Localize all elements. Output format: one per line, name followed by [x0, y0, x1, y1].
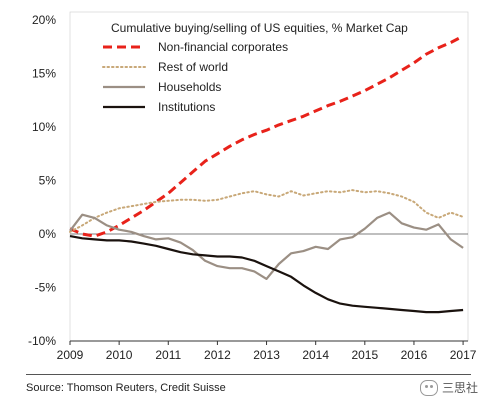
x-tick-label: 2014 [302, 348, 329, 362]
x-tick-label: 2009 [57, 348, 84, 362]
grid [69, 11, 469, 342]
legend-label-0: Non-financial corporates [158, 40, 288, 54]
series-line-3 [69, 235, 464, 314]
watermark-text: 三思社 [442, 381, 479, 395]
x-tick-label: 2017 [450, 348, 477, 362]
source-note: Source: Thomson Reuters, Credit Suisse [26, 382, 226, 394]
y-tick-label: 20% [32, 13, 56, 27]
x-tick-label: 2012 [204, 348, 231, 362]
y-tick-label: 15% [32, 67, 56, 81]
y-tick-label: -10% [28, 334, 56, 348]
series-line-2 [69, 211, 464, 280]
x-tick-label: 2010 [106, 348, 133, 362]
plot-frame [69, 11, 469, 342]
footer-rule [26, 374, 471, 375]
legend-label-2: Households [158, 80, 221, 94]
y-tick-label: -5% [35, 281, 57, 295]
legend-label-1: Rest of world [158, 60, 228, 74]
x-tick-label: 2016 [401, 348, 428, 362]
x-tick-label: 2015 [351, 348, 378, 362]
x-tick-label: 2013 [253, 348, 280, 362]
wechat-icon [420, 379, 438, 396]
axes: 20% 15% 10% 5% 0% -5% -10%2009 2010 2011 2012 2013… [28, 13, 477, 362]
series-layer [69, 34, 465, 314]
legend-label-3: Institutions [158, 100, 215, 114]
y-tick-label: 0% [39, 227, 57, 241]
chart: 20% 15% 10% 5% 0% -5% -10%2009 2010 2011 2012 2013… [28, 11, 477, 362]
series-line-0 [69, 34, 464, 238]
legend: Cumulative buying/selling of US equities… [102, 21, 408, 114]
series-line-1 [69, 189, 465, 233]
y-tick-label: 10% [32, 120, 56, 134]
chart-title: Cumulative buying/selling of US equities… [111, 21, 408, 35]
y-tick-label: 5% [39, 174, 57, 188]
x-tick-label: 2011 [155, 348, 181, 362]
watermark: 三思社 [420, 379, 478, 396]
